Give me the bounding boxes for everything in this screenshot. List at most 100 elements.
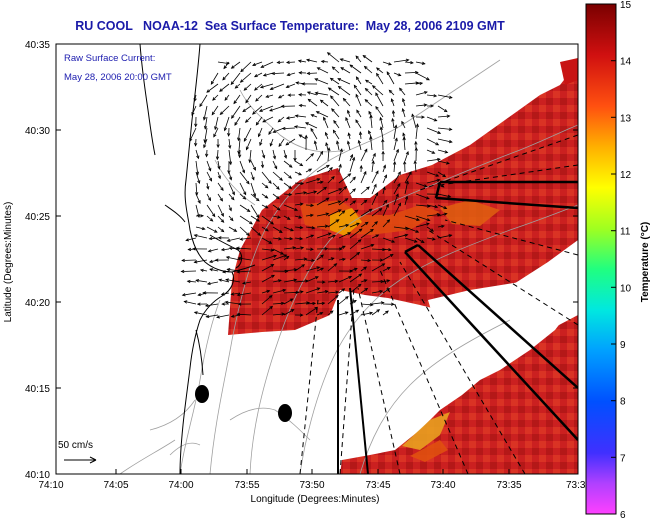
current-vector: [415, 72, 430, 81]
current-vector: [393, 171, 401, 184]
current-vector: [294, 237, 303, 240]
current-vector-head: [297, 59, 302, 63]
current-vector-head: [304, 134, 308, 139]
current-vector: [316, 197, 330, 206]
current-vector: [224, 94, 230, 101]
current-vector-head: [349, 269, 354, 273]
current-vector: [268, 127, 274, 135]
current-vector: [399, 87, 406, 96]
current-vector: [225, 279, 241, 283]
current-vector: [311, 114, 318, 118]
current-vector: [426, 226, 434, 232]
current-vector: [330, 77, 340, 85]
current-vector-head: [394, 137, 398, 142]
current-vector: [316, 186, 327, 195]
current-vector-head: [370, 243, 375, 248]
current-vector: [283, 226, 294, 232]
current-vector: [393, 125, 397, 140]
current-vector: [294, 264, 305, 272]
current-vector: [393, 149, 399, 162]
current-vector: [282, 127, 296, 129]
current-vector-head: [206, 281, 211, 286]
current-vector-head: [252, 166, 256, 171]
current-vector-head: [231, 191, 235, 196]
current-vector: [426, 127, 441, 134]
current-vector: [283, 193, 292, 196]
current-vector-head: [426, 77, 430, 81]
current-vector: [315, 92, 329, 96]
current-vector-head: [446, 114, 451, 118]
current-vector: [360, 221, 369, 228]
survey-lines: [299, 134, 578, 474]
current-vector-head: [424, 91, 428, 95]
current-vector-head: [386, 219, 391, 223]
current-vector-head: [286, 216, 291, 220]
current-vector-head: [277, 118, 282, 123]
current-vector-head: [411, 113, 415, 118]
current-vector: [382, 237, 395, 243]
current-vector-head: [272, 129, 277, 133]
current-vector-head: [381, 150, 385, 155]
current-vector: [204, 127, 208, 143]
current-vector: [333, 120, 340, 129]
current-vector-head: [236, 312, 241, 317]
current-vector-head: [266, 289, 271, 293]
current-vector-head: [280, 251, 284, 255]
current-vector-head: [225, 256, 230, 260]
current-vector: [208, 248, 219, 252]
current-vector: [426, 214, 440, 217]
current-vector: [338, 288, 345, 294]
current-vector-head: [379, 126, 384, 131]
current-vector-head: [329, 77, 334, 82]
current-vector: [393, 203, 401, 217]
current-vector: [270, 138, 274, 147]
current-vector-head: [442, 173, 447, 178]
current-vector: [230, 72, 241, 85]
current-vector-head: [334, 279, 339, 283]
current-vector-head: [314, 78, 319, 82]
current-vector: [272, 171, 283, 181]
current-vector-head: [222, 76, 226, 81]
current-vector-head: [259, 85, 264, 89]
current-vector-head: [278, 237, 283, 241]
current-vector: [198, 292, 208, 296]
current-vector-head: [230, 65, 235, 69]
current-vector-head: [193, 98, 197, 102]
current-vector: [231, 61, 241, 69]
current-vector-head: [337, 85, 342, 90]
current-vector-head: [337, 209, 342, 213]
current-vector-head: [311, 226, 316, 230]
current-vector-head: [257, 133, 261, 138]
current-vector-head: [320, 267, 325, 271]
current-vector: [336, 141, 340, 151]
current-vector: [364, 66, 373, 74]
current-vector-head: [413, 160, 417, 164]
bathymetry-contours: [119, 59, 578, 474]
current-vector: [338, 173, 351, 184]
current-vector-head: [325, 141, 329, 146]
scale-arrow: [64, 456, 97, 464]
current-vector-head: [342, 257, 347, 262]
current-vector-head: [431, 237, 436, 241]
current-vector-head: [270, 264, 275, 268]
current-vector-head: [298, 134, 303, 138]
current-vector-head: [375, 192, 378, 196]
current-vector-head: [298, 172, 303, 176]
current-vector: [371, 192, 378, 206]
current-vector-head: [436, 178, 441, 183]
current-vector-head: [230, 314, 235, 318]
current-vector-head: [269, 305, 273, 310]
current-vector-head: [355, 93, 359, 98]
current-vector-head: [210, 81, 215, 85]
current-vector: [426, 138, 439, 146]
current-vector: [238, 127, 241, 141]
current-vector: [245, 94, 252, 103]
current-vector: [252, 105, 263, 115]
current-vector: [228, 138, 231, 149]
current-vector-head: [248, 159, 252, 164]
current-vector: [305, 234, 314, 239]
current-vector: [272, 226, 283, 233]
current-vector: [305, 153, 314, 162]
current-vector: [360, 312, 373, 316]
current-vector: [393, 193, 399, 206]
